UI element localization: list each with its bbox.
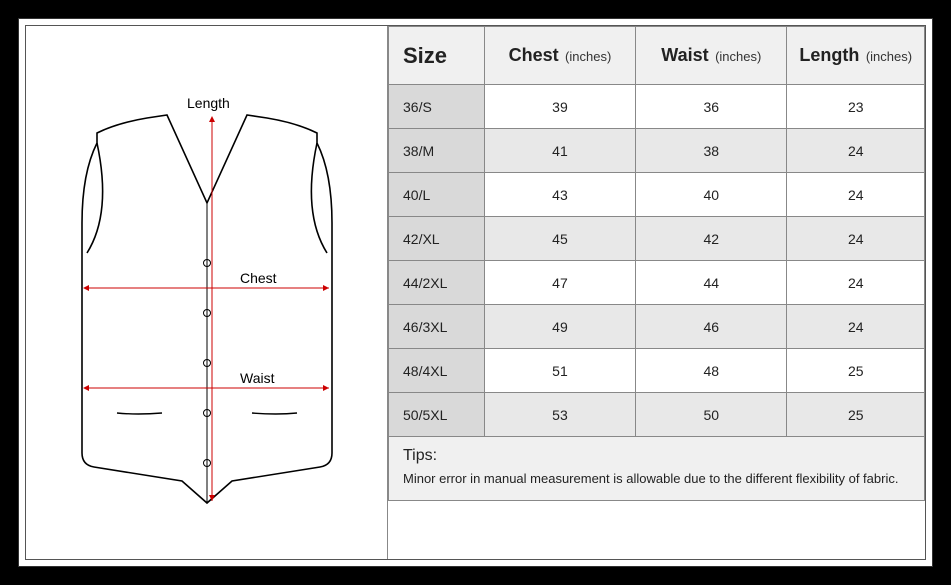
content-row: Length Chest Waist Size Chest xyxy=(25,25,926,560)
cell-length: 25 xyxy=(787,349,925,393)
diagram-panel: Length Chest Waist xyxy=(26,26,388,559)
cell-length: 24 xyxy=(787,217,925,261)
header-chest-text: Chest xyxy=(509,45,559,65)
armhole-left xyxy=(87,143,103,253)
cell-size: 42/XL xyxy=(389,217,485,261)
header-waist-unit: (inches) xyxy=(715,49,761,64)
cell-chest: 41 xyxy=(484,129,635,173)
cell-length: 24 xyxy=(787,129,925,173)
cell-size: 36/S xyxy=(389,85,485,129)
size-table: Size Chest (inches) Waist (inches) xyxy=(388,26,925,437)
header-waist: Waist (inches) xyxy=(636,27,787,85)
cell-chest: 53 xyxy=(484,393,635,437)
cell-chest: 45 xyxy=(484,217,635,261)
cell-length: 23 xyxy=(787,85,925,129)
cell-chest: 51 xyxy=(484,349,635,393)
cell-size: 40/L xyxy=(389,173,485,217)
inner-frame: Length Chest Waist Size Chest xyxy=(18,18,933,567)
tips-box: Tips: Minor error in manual measurement … xyxy=(388,437,925,501)
header-length: Length (inches) xyxy=(787,27,925,85)
header-row: Size Chest (inches) Waist (inches) xyxy=(389,27,925,85)
cell-chest: 43 xyxy=(484,173,635,217)
table-panel: Size Chest (inches) Waist (inches) xyxy=(388,26,925,559)
cell-chest: 49 xyxy=(484,305,635,349)
table-row: 48/4XL514825 xyxy=(389,349,925,393)
cell-length: 24 xyxy=(787,261,925,305)
vest-diagram: Length Chest Waist xyxy=(37,53,377,533)
cell-waist: 42 xyxy=(636,217,787,261)
cell-waist: 48 xyxy=(636,349,787,393)
outer-frame: Length Chest Waist Size Chest xyxy=(0,0,951,585)
chest-label: Chest xyxy=(240,270,277,286)
cell-waist: 40 xyxy=(636,173,787,217)
table-row: 40/L434024 xyxy=(389,173,925,217)
cell-length: 24 xyxy=(787,305,925,349)
table-row: 50/5XL535025 xyxy=(389,393,925,437)
length-label: Length xyxy=(187,95,230,111)
cell-waist: 36 xyxy=(636,85,787,129)
table-body: 36/S39362338/M41382440/L43402442/XL45422… xyxy=(389,85,925,437)
armhole-right xyxy=(311,143,327,253)
pocket-right xyxy=(252,413,297,414)
header-size: Size xyxy=(389,27,485,85)
cell-size: 44/2XL xyxy=(389,261,485,305)
header-waist-text: Waist xyxy=(661,45,708,65)
table-row: 44/2XL474424 xyxy=(389,261,925,305)
table-row: 46/3XL494624 xyxy=(389,305,925,349)
tips-title: Tips: xyxy=(403,447,910,465)
cell-waist: 44 xyxy=(636,261,787,305)
header-size-text: Size xyxy=(403,43,447,68)
cell-size: 38/M xyxy=(389,129,485,173)
cell-waist: 50 xyxy=(636,393,787,437)
pocket-left xyxy=(117,413,162,414)
cell-size: 46/3XL xyxy=(389,305,485,349)
tips-text: Minor error in manual measurement is all… xyxy=(403,471,910,486)
cell-length: 24 xyxy=(787,173,925,217)
cell-size: 50/5XL xyxy=(389,393,485,437)
cell-waist: 38 xyxy=(636,129,787,173)
waist-label: Waist xyxy=(240,370,275,386)
header-chest: Chest (inches) xyxy=(484,27,635,85)
header-length-unit: (inches) xyxy=(866,49,912,64)
cell-size: 48/4XL xyxy=(389,349,485,393)
table-row: 42/XL454224 xyxy=(389,217,925,261)
table-row: 38/M413824 xyxy=(389,129,925,173)
header-chest-unit: (inches) xyxy=(565,49,611,64)
cell-chest: 39 xyxy=(484,85,635,129)
header-length-text: Length xyxy=(799,45,859,65)
cell-chest: 47 xyxy=(484,261,635,305)
cell-length: 25 xyxy=(787,393,925,437)
table-row: 36/S393623 xyxy=(389,85,925,129)
cell-waist: 46 xyxy=(636,305,787,349)
